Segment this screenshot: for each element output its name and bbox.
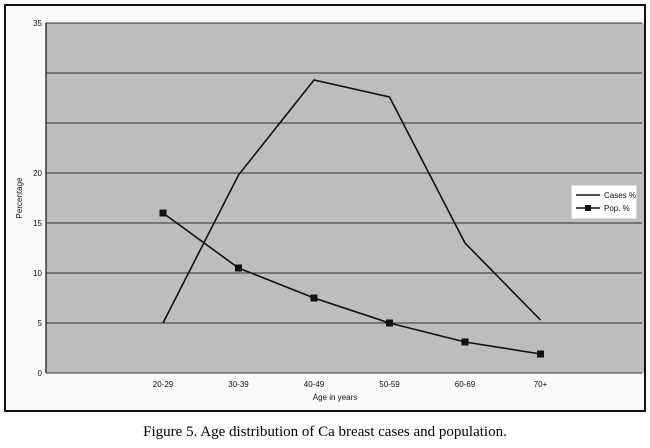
y-tick-label: 35	[33, 19, 42, 28]
legend-label: Pop. %	[604, 204, 630, 213]
series-line-population	[162, 212, 541, 355]
x-tick-label: 20-29	[153, 380, 174, 389]
y-tick-label: 20	[33, 169, 42, 178]
x-tick-label: 40-49	[304, 380, 325, 389]
legend-label: Cases %	[604, 191, 636, 200]
legend-marker	[585, 205, 591, 211]
chart-frame: 0 5 10 15 20 35 20-29 30-39 40-49 50-59 60-69 70+ …	[4, 4, 646, 412]
x-tick-label: 50-59	[379, 380, 400, 389]
y-tick-labels: 0 5 10 15 20 35	[33, 19, 42, 378]
y-tick-label: 15	[33, 219, 42, 228]
x-axis-label: Age in years	[313, 393, 357, 402]
x-tick-label: 60-69	[455, 380, 476, 389]
data-point-marker	[461, 338, 469, 346]
series-lines	[159, 79, 544, 358]
data-point-marker	[537, 350, 544, 358]
x-tick-labels: 20-29 30-39 40-49 50-59 60-69 70+	[153, 380, 548, 389]
y-tick-label: 10	[33, 269, 42, 278]
x-tick-label: 30-39	[228, 380, 249, 389]
legend: Cases % Pop. %	[571, 185, 637, 219]
y-tick-label: 0	[38, 369, 43, 378]
gridlines	[45, 22, 642, 374]
y-axis-label: Percentage	[15, 177, 24, 218]
figure-caption: Figure 5. Age distribution of Ca breast …	[143, 424, 507, 440]
series-line-cases	[162, 79, 542, 324]
data-point-marker	[159, 209, 167, 217]
y-tick-label: 5	[38, 319, 43, 328]
legend-box	[571, 185, 637, 219]
data-point-marker	[310, 294, 318, 302]
data-point-marker	[386, 319, 393, 327]
x-tick-label: 70+	[534, 380, 548, 389]
data-point-marker	[235, 264, 242, 272]
plot-area	[46, 23, 644, 373]
